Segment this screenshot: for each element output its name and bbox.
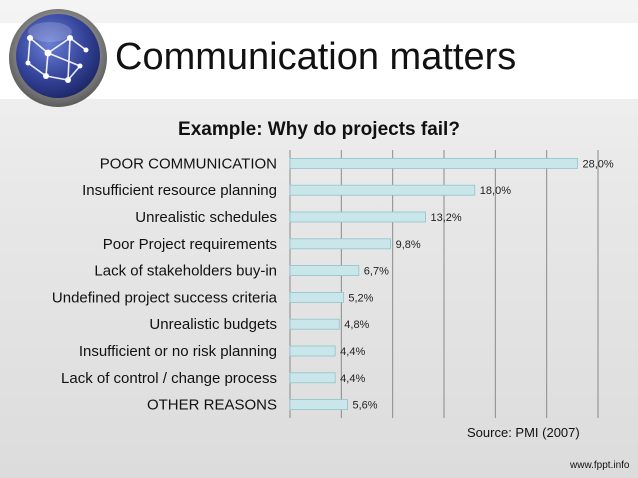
category-label: Unrealistic schedules <box>135 209 277 226</box>
category-label: OTHER REASONS <box>147 397 277 414</box>
source-note: Source: PMI (2007) <box>467 425 580 440</box>
category-label: Lack of control / change process <box>61 370 277 387</box>
bar <box>289 372 336 384</box>
category-label: Unrealistic budgets <box>149 316 277 333</box>
category-label: Insufficient resource planning <box>82 182 277 199</box>
data-label: 5,6% <box>352 400 377 412</box>
category-label: Lack of stakeholders buy-in <box>94 263 277 280</box>
bar <box>289 345 336 357</box>
bar <box>289 291 344 303</box>
bar <box>289 265 360 277</box>
chart-title: Example: Why do projects fail? <box>178 119 460 140</box>
data-label: 28,0% <box>582 158 613 170</box>
data-label: 6,7% <box>364 266 389 278</box>
category-label: Undefined project success criteria <box>52 289 278 306</box>
bar <box>289 399 348 411</box>
bar <box>289 184 476 196</box>
data-label: 9,8% <box>396 239 421 251</box>
data-label: 13,2% <box>431 212 462 224</box>
category-label: POOR COMMUNICATION <box>100 155 277 172</box>
data-label: 4,8% <box>344 319 369 331</box>
page-title: Communication matters <box>115 36 517 78</box>
globe-logo-icon <box>9 9 107 107</box>
data-label: 5,2% <box>348 292 373 304</box>
bar <box>289 211 426 223</box>
watermark: www.fppt.info <box>570 460 630 471</box>
data-label: 4,4% <box>340 346 365 358</box>
bar <box>289 238 392 250</box>
bar <box>289 157 578 169</box>
data-label: 4,4% <box>340 373 365 385</box>
bar <box>289 318 340 330</box>
category-label: Insufficient or no risk planning <box>79 343 277 360</box>
data-label: 18,0% <box>480 185 511 197</box>
category-label: Poor Project requirements <box>103 236 277 253</box>
